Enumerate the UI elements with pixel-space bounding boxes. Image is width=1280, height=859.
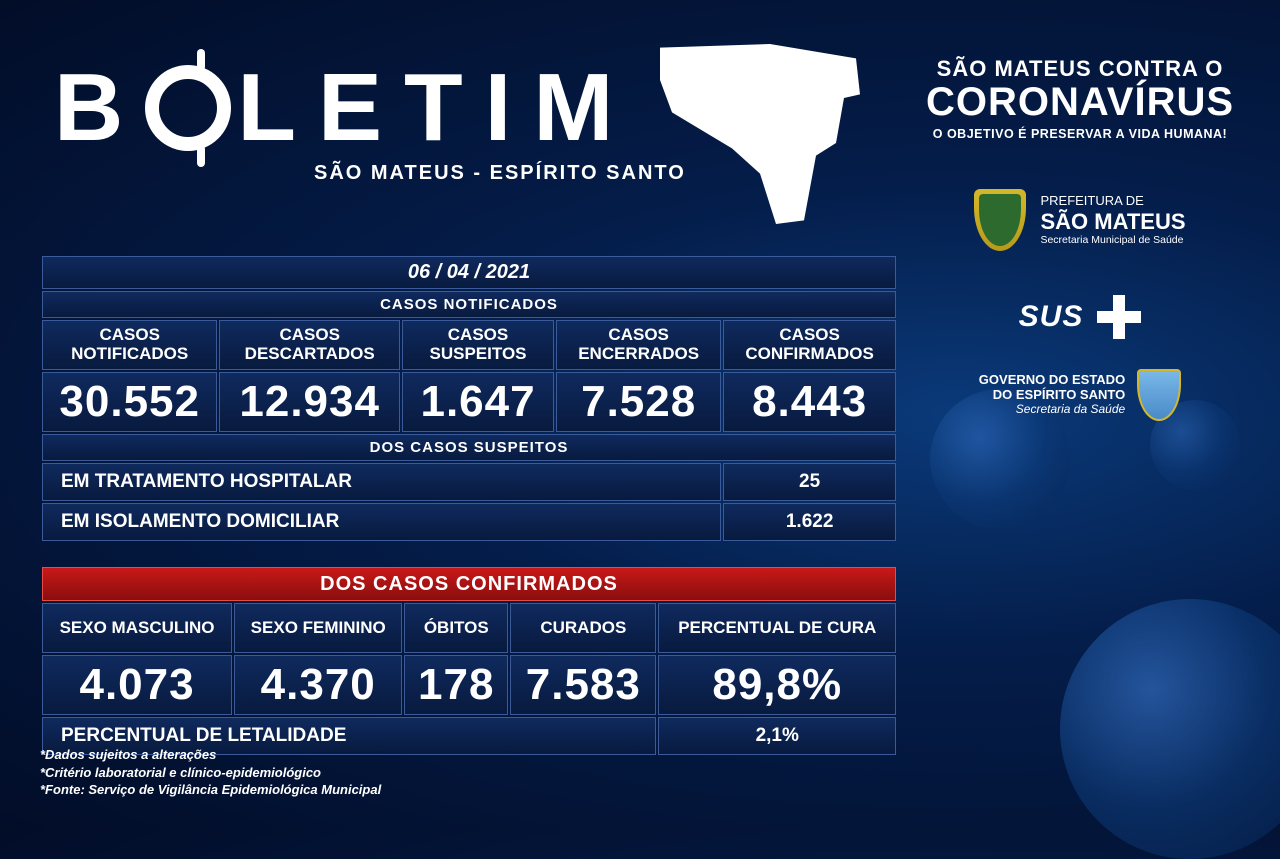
virus-o-icon xyxy=(145,65,231,151)
value-cell: 30.552 xyxy=(42,372,217,432)
col-header: SEXO FEMININO xyxy=(234,603,402,653)
value-cell: 7.583 xyxy=(510,655,656,715)
boletim-title: B LETIM xyxy=(54,60,686,156)
value-cell: 12.934 xyxy=(219,372,400,432)
bulletin-page: B LETIM SÃO MATEUS - ESPÍRITO SANTO SÃO … xyxy=(0,0,1280,829)
governo-logo-row: GOVERNO DO ESTADO DO ESPÍRITO SANTO Secr… xyxy=(920,369,1240,421)
col-header: ÓBITOS xyxy=(404,603,508,653)
value-cell: 89,8% xyxy=(658,655,896,715)
col-header: CASOS CONFIRMADOS xyxy=(723,320,896,370)
col-header: CASOS DESCARTADOS xyxy=(219,320,400,370)
suspeitos-value: 1.622 xyxy=(723,503,896,541)
value-cell: 4.370 xyxy=(234,655,402,715)
date-cell: 06 / 04 / 2021 xyxy=(42,256,896,289)
governo-line2: DO ESPÍRITO SANTO xyxy=(979,388,1125,403)
prefeitura-logo-row: PREFEITURA DE SÃO MATEUS Secretaria Muni… xyxy=(920,189,1240,251)
governo-text: GOVERNO DO ESTADO DO ESPÍRITO SANTO Secr… xyxy=(979,373,1125,417)
section-header-cell: DOS CASOS SUSPEITOS xyxy=(42,434,896,461)
sus-logo-row: SUS xyxy=(920,295,1240,339)
suspeitos-value: 25 xyxy=(723,463,896,501)
section-header-cell: DOS CASOS CONFIRMADOS xyxy=(42,567,896,601)
footnotes: *Dados sujeitos a alterações *Critério l… xyxy=(40,746,381,799)
col-header: CASOS ENCERRADOS xyxy=(556,320,721,370)
date-row: 06 / 04 / 2021 xyxy=(42,256,896,289)
section-header-confirmados: DOS CASOS CONFIRMADOS xyxy=(42,567,896,601)
es-shield-icon xyxy=(1137,369,1181,421)
title-letter-b: B xyxy=(54,60,145,156)
sus-label: SUS xyxy=(1019,300,1084,334)
value-cell: 8.443 xyxy=(723,372,896,432)
suspeitos-row: EM ISOLAMENTO DOMICILIAR 1.622 xyxy=(42,503,896,541)
suspeitos-label: EM TRATAMENTO HOSPITALAR xyxy=(42,463,721,501)
prefeitura-line2: SÃO MATEUS xyxy=(1040,209,1185,234)
col-header: PERCENTUAL DE CURA xyxy=(658,603,896,653)
title-block: B LETIM SÃO MATEUS - ESPÍRITO SANTO xyxy=(54,60,686,185)
table-confirmados: DOS CASOS CONFIRMADOS SEXO MASCULINO SEX… xyxy=(40,565,898,757)
value-cell: 4.073 xyxy=(42,655,232,715)
section-header-suspeitos: DOS CASOS SUSPEITOS xyxy=(42,434,896,461)
section-header-notificados: CASOS NOTIFICADOS xyxy=(42,291,896,318)
tables-area: 06 / 04 / 2021 CASOS NOTIFICADOS CASOS N… xyxy=(40,254,898,779)
letalidade-value: 2,1% xyxy=(658,717,896,755)
prefeitura-shield-icon xyxy=(974,189,1026,251)
governo-line3: Secretaria da Saúde xyxy=(979,403,1125,417)
suspeitos-label: EM ISOLAMENTO DOMICILIAR xyxy=(42,503,721,541)
value-cell: 1.647 xyxy=(402,372,554,432)
values-row-confirmados: 4.073 4.370 178 7.583 89,8% xyxy=(42,655,896,715)
prefeitura-line3: Secretaria Municipal de Saúde xyxy=(1040,234,1185,246)
footnote-line: *Dados sujeitos a alterações xyxy=(40,746,381,764)
prefeitura-text: PREFEITURA DE SÃO MATEUS Secretaria Muni… xyxy=(1040,194,1185,246)
values-row-notificados: 30.552 12.934 1.647 7.528 8.443 xyxy=(42,372,896,432)
footnote-line: *Fonte: Serviço de Vigilância Epidemioló… xyxy=(40,781,381,799)
footnote-line: *Critério laboratorial e clínico-epidemi… xyxy=(40,764,381,782)
slogan-line3: O OBJETIVO É PRESERVAR A VIDA HUMANA! xyxy=(920,127,1240,141)
col-header: CASOS SUSPEITOS xyxy=(402,320,554,370)
map-silhouette-icon xyxy=(660,44,860,224)
value-cell: 178 xyxy=(404,655,508,715)
section-header-cell: CASOS NOTIFICADOS xyxy=(42,291,896,318)
prefeitura-line1: PREFEITURA DE xyxy=(1040,194,1185,209)
suspeitos-row: EM TRATAMENTO HOSPITALAR 25 xyxy=(42,463,896,501)
col-header: CURADOS xyxy=(510,603,656,653)
column-headers-confirmados: SEXO MASCULINO SEXO FEMININO ÓBITOS CURA… xyxy=(42,603,896,653)
column-headers-notificados: CASOS NOTIFICADOS CASOS DESCARTADOS CASO… xyxy=(42,320,896,370)
virus-decoration xyxy=(1060,599,1280,859)
slogan-line1: SÃO MATEUS CONTRA O xyxy=(920,56,1240,82)
col-header: SEXO MASCULINO xyxy=(42,603,232,653)
plus-icon xyxy=(1097,295,1141,339)
slogan-line2: CORONAVÍRUS xyxy=(920,80,1240,125)
right-column: SÃO MATEUS CONTRA O CORONAVÍRUS O OBJETI… xyxy=(920,56,1240,421)
col-header: CASOS NOTIFICADOS xyxy=(42,320,217,370)
governo-line1: GOVERNO DO ESTADO xyxy=(979,373,1125,388)
table-notificados: 06 / 04 / 2021 CASOS NOTIFICADOS CASOS N… xyxy=(40,254,898,543)
value-cell: 7.528 xyxy=(556,372,721,432)
title-letters-rest: LETIM xyxy=(237,60,635,156)
title-subtitle: SÃO MATEUS - ESPÍRITO SANTO xyxy=(314,162,686,185)
